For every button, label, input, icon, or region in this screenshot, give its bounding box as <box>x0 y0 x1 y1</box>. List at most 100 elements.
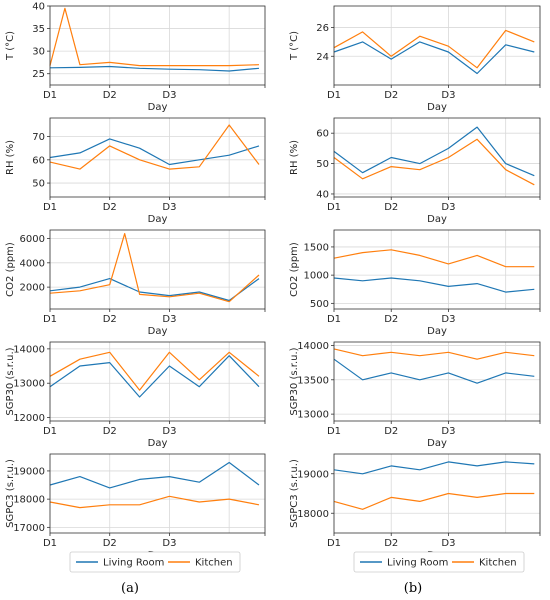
y-tick-label: 13000 <box>297 410 329 421</box>
x-tick-label: D2 <box>384 90 398 101</box>
x-tick-label: D3 <box>441 426 455 437</box>
y-tick-label: 1000 <box>304 271 329 282</box>
y-tick-label: 14000 <box>13 344 45 355</box>
legend-label: Kitchen <box>479 558 517 569</box>
x-tick-label: D3 <box>162 314 176 325</box>
legend-box <box>69 551 241 573</box>
series-line-living-room <box>49 65 260 72</box>
y-tick-label: 1500 <box>304 242 329 253</box>
x-tick-label: D3 <box>162 90 176 101</box>
x-tick-label: D1 <box>327 90 341 101</box>
y-tick-label: 35 <box>32 24 45 35</box>
series-line-kitchen <box>49 7 260 67</box>
series-line-kitchen <box>333 138 535 186</box>
plot-frame <box>49 229 266 310</box>
y-axis-label: CO2 (ppm) <box>289 242 300 297</box>
x-tick-label: D2 <box>384 538 398 549</box>
x-tick-label: D2 <box>103 426 117 437</box>
x-tick-label: D3 <box>441 202 455 213</box>
series-line-living-room <box>49 278 260 302</box>
x-axis-label: Day <box>148 214 168 225</box>
y-tick-label: 40 <box>32 2 45 13</box>
x-tick-label: D2 <box>103 314 117 325</box>
series-line-living-room <box>49 138 260 166</box>
y-tick-label: 60 <box>32 155 45 166</box>
series-line-living-room <box>49 461 260 489</box>
x-tick-label: D3 <box>441 90 455 101</box>
y-tick-label: 17000 <box>13 523 45 534</box>
panel-label-a: (a) <box>121 581 139 596</box>
x-tick-label: D3 <box>441 538 455 549</box>
x-tick-label: D1 <box>43 314 57 325</box>
y-tick-label: 40 <box>316 189 329 200</box>
y-axis-label: CO2 (ppm) <box>5 242 16 297</box>
y-axis-label: SGP30 (s.r.u.) <box>289 347 300 415</box>
series-line-kitchen <box>49 233 260 303</box>
y-tick-label: 500 <box>310 299 329 310</box>
legend-label: Living Room <box>103 558 164 569</box>
series-line-kitchen <box>333 348 535 360</box>
legend-box <box>353 551 525 573</box>
y-tick-label: 30 <box>32 47 45 58</box>
x-tick-label: D2 <box>103 538 117 549</box>
y-tick-label: 24 <box>316 52 329 63</box>
chart-a-4: 170001800019000D1D2D3DaySGPC3 (s.r.u.) <box>5 453 266 561</box>
y-tick-label: 6000 <box>20 234 45 245</box>
x-tick-label: D1 <box>327 538 341 549</box>
panel-label-b: (b) <box>404 581 422 596</box>
y-axis-label: T (°C) <box>5 31 16 61</box>
y-axis-label: SGPC3 (s.r.u.) <box>5 459 16 528</box>
series-line-living-room <box>49 355 260 398</box>
plot-frame <box>49 5 266 86</box>
y-tick-label: 14000 <box>297 341 329 352</box>
x-axis-label: Day <box>427 438 447 449</box>
x-axis-label: Day <box>427 102 447 113</box>
series-line-kitchen <box>333 29 535 69</box>
legend-b: Living Room Kitchen <box>353 551 525 573</box>
series-line-living-room <box>333 126 535 177</box>
y-axis-label: T (°C) <box>289 31 300 61</box>
y-tick-label: 50 <box>316 159 329 170</box>
x-axis-label: Day <box>427 214 447 225</box>
series-line-kitchen <box>333 249 535 268</box>
y-tick-label: 19000 <box>13 466 45 477</box>
x-tick-label: D2 <box>384 314 398 325</box>
x-tick-label: D1 <box>43 90 57 101</box>
x-tick-label: D2 <box>103 90 117 101</box>
x-axis-label: Day <box>148 102 168 113</box>
y-tick-label: 2000 <box>20 283 45 294</box>
plot-frame <box>49 453 266 534</box>
y-tick-label: 18000 <box>297 509 329 520</box>
x-tick-label: D3 <box>441 314 455 325</box>
y-axis-label: RH (%) <box>289 140 300 175</box>
x-tick-label: D1 <box>327 426 341 437</box>
series-line-kitchen <box>49 124 260 170</box>
y-tick-label: 12000 <box>13 413 45 424</box>
plot-frame <box>333 341 541 422</box>
y-axis-label: RH (%) <box>5 140 16 175</box>
x-tick-label: D2 <box>384 426 398 437</box>
legend-a: Living Room Kitchen <box>69 551 241 573</box>
y-tick-label: 50 <box>32 179 45 190</box>
x-tick-label: D2 <box>384 202 398 213</box>
x-tick-label: D1 <box>43 426 57 437</box>
y-tick-label: 13000 <box>13 379 45 390</box>
legend-label: Living Room <box>387 558 448 569</box>
y-tick-label: 25 <box>32 69 45 80</box>
plot-frame <box>333 117 541 198</box>
y-axis-label: SGP30 (s.r.u.) <box>5 347 16 415</box>
x-tick-label: D3 <box>162 538 176 549</box>
y-tick-label: 19000 <box>297 469 329 480</box>
x-axis-label: Day <box>148 438 168 449</box>
y-axis-label: SGPC3 (s.r.u.) <box>289 459 300 528</box>
plot-frame <box>49 341 266 422</box>
series-line-kitchen <box>49 495 260 509</box>
